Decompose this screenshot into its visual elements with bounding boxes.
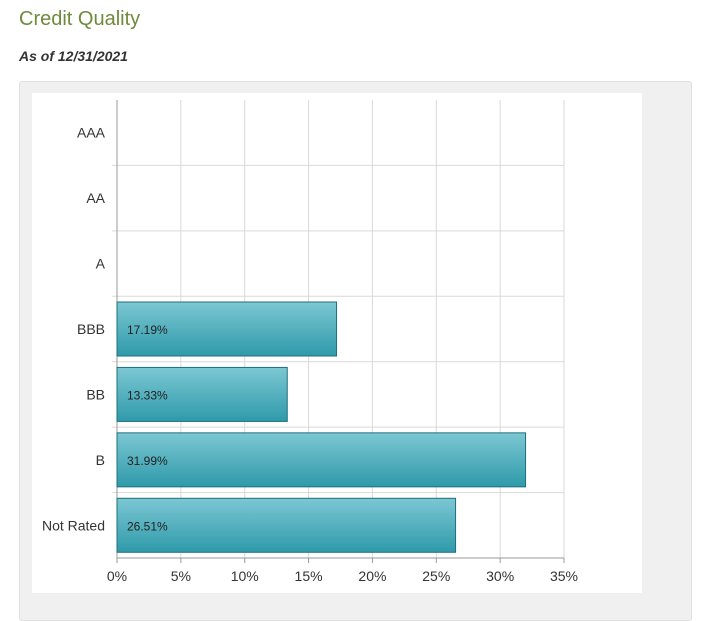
- data-label: 31.99%: [127, 454, 168, 468]
- x-tick-label: 0%: [107, 568, 127, 584]
- x-tick-label: 25%: [422, 568, 450, 584]
- category-label: BB: [86, 386, 105, 402]
- x-tick-label: 10%: [231, 568, 259, 584]
- x-tick-label: 5%: [171, 568, 191, 584]
- bar: [116, 366, 288, 422]
- category-label: AAA: [77, 125, 106, 141]
- data-label: 17.19%: [127, 323, 168, 337]
- x-tick-label: 30%: [486, 568, 514, 584]
- bar: [116, 432, 527, 488]
- x-tick-label: 20%: [358, 568, 386, 584]
- bar: [116, 301, 338, 357]
- data-label: 13.33%: [127, 388, 168, 402]
- category-label: BBB: [77, 321, 105, 337]
- x-tick-label: 15%: [295, 568, 323, 584]
- as-of-date: As of 12/31/2021: [19, 48, 128, 64]
- bar: [116, 497, 457, 553]
- chart-title: Credit Quality: [19, 8, 141, 30]
- category-label: Not Rated: [42, 517, 105, 533]
- data-label: 26.51%: [127, 519, 168, 533]
- x-tick-label: 35%: [550, 568, 578, 584]
- category-label: A: [96, 256, 106, 272]
- category-label: B: [96, 452, 105, 468]
- category-label: AA: [86, 190, 105, 206]
